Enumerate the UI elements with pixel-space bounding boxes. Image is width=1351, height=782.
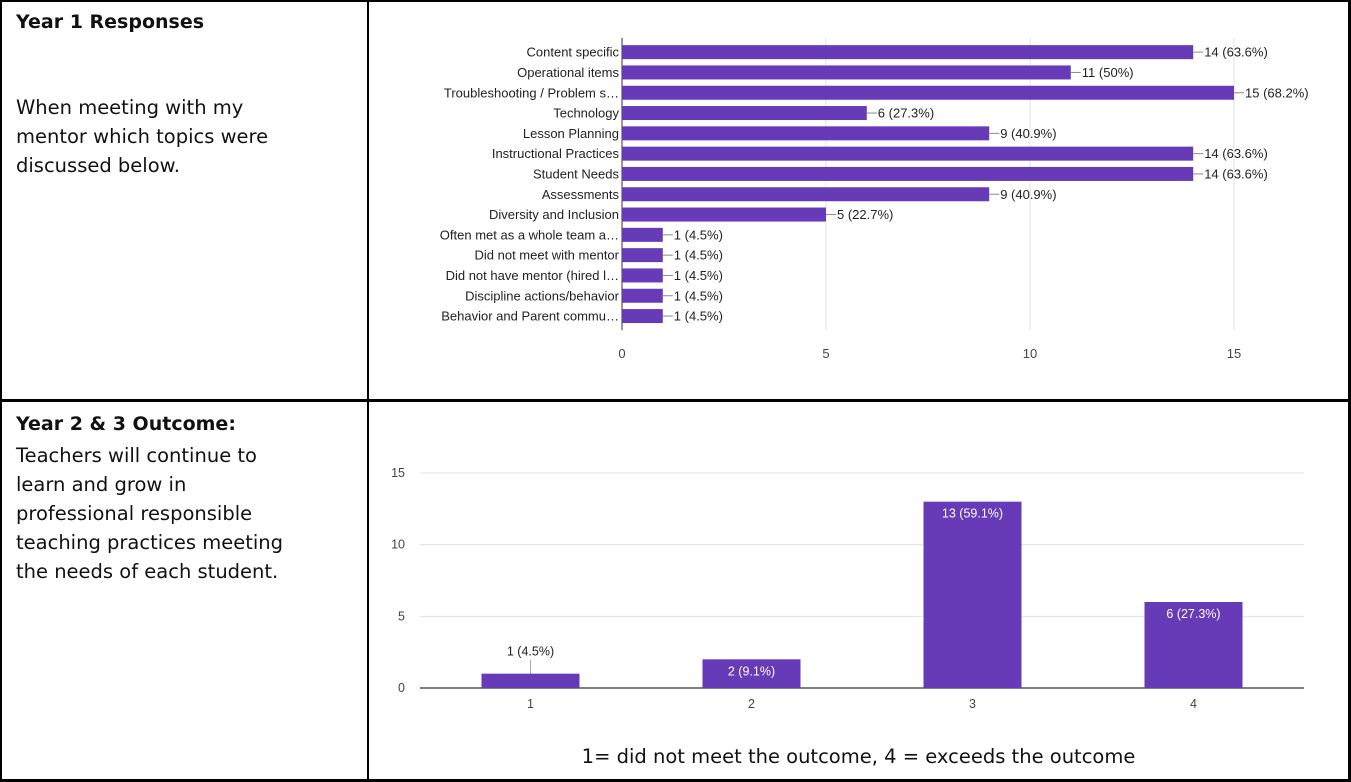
data-label: 1 (4.5%) [507,645,554,659]
category-label: Operational items [517,65,619,80]
data-label: 1 (4.5%) [674,248,723,263]
x-tick-label: 10 [1023,346,1037,361]
description-line: Teachers will continue to [16,444,257,467]
data-label: 1 (4.5%) [674,268,723,283]
data-label: 14 (63.6%) [1204,45,1268,60]
x-tick-label: 2 [748,697,755,711]
data-label: 9 (40.9%) [1000,126,1056,141]
data-label: 15 (68.2%) [1245,85,1309,100]
y-tick-label: 15 [391,466,405,480]
y-tick-label: 5 [398,609,405,623]
x-tick-label: 3 [969,697,976,711]
category-label: Lesson Planning [523,126,619,141]
bar [622,288,663,303]
topics-bar-chart: 0 5 10 15 Content specific 14 (63.6%) Operatio… [440,38,1309,361]
description-line: professional responsible [16,502,253,525]
category-label: Technology [553,106,619,121]
table-border-bottom [0,779,1351,782]
category-label: Did not meet with mentor [474,248,619,263]
bar [622,166,1194,181]
data-label: 2 (9.1%) [728,664,775,678]
row2-heading: Year 2 & 3 Outcome: [16,413,236,435]
bar [622,106,867,121]
bar [622,248,663,263]
category-label: Did not have mentor (hired l… [446,268,619,283]
category-label: Content specific [527,45,620,60]
bar [622,45,1194,60]
category-label: Instructional Practices [492,146,620,161]
description-line: the needs of each student. [16,560,279,583]
category-label: Often met as a whole team a… [440,227,619,242]
bar [622,126,990,141]
x-tick-label: 5 [822,346,829,361]
row2-description: Teachers will continue to learn and grow… [16,441,283,586]
table-border-left [0,0,2,782]
data-label: 1 (4.5%) [674,288,723,303]
data-label: 14 (63.6%) [1204,166,1268,181]
bar [622,146,1194,161]
bar [1144,602,1243,688]
table-border-right [1348,0,1351,782]
bar [622,207,826,222]
bar [923,501,1022,688]
outcome-bar-chart: 0 5 10 15 1 (4.5%) 1 2 (9.1%) 2 13 (59.1%) 3 6 (27… [391,466,1304,711]
category-label: Discipline actions/behavior [465,288,620,303]
description-line: discussed below. [16,154,181,177]
outcome-scale-caption: 1= did not meet the outcome, 4 = exceeds… [581,745,1136,768]
data-label: 1 (4.5%) [674,309,723,324]
data-label: 6 (27.3%) [1166,607,1220,621]
category-label: Student Needs [533,166,620,181]
y-tick-label: 0 [398,681,405,695]
table-column-divider [367,0,369,782]
row1-heading: Year 1 Responses [16,11,205,33]
data-label: 1 (4.5%) [674,227,723,242]
data-label: 14 (63.6%) [1204,146,1268,161]
bar [622,309,663,324]
table-border-top [0,0,1351,2]
bar [622,268,663,283]
bar [622,187,990,202]
x-tick-label: 0 [618,346,625,361]
x-tick-label: 4 [1190,697,1197,711]
category-label: Assessments [542,187,620,202]
description-line: learn and grow in [16,473,187,496]
data-label: 5 (22.7%) [837,207,893,222]
category-label: Troubleshooting / Problem s… [444,85,619,100]
x-tick-label: 1 [527,697,534,711]
bar [702,659,801,688]
data-label: 6 (27.3%) [878,106,934,121]
x-tick-label: 15 [1227,346,1241,361]
category-label: Behavior and Parent commu… [441,309,619,324]
data-label: 11 (50%) [1082,65,1134,80]
bar [622,85,1234,100]
bar [622,227,663,242]
data-label: 13 (59.1%) [942,507,1003,521]
description-line: teaching practices meeting [16,531,284,554]
table-row-divider [0,399,1351,402]
category-label: Diversity and Inclusion [489,207,619,222]
bar [622,65,1071,80]
data-label: 9 (40.9%) [1000,187,1056,202]
row1-description: When meeting with my mentor which topics… [16,93,268,180]
description-line: When meeting with my [16,96,244,119]
y-tick-label: 10 [391,538,405,552]
bar [481,673,580,688]
description-line: mentor which topics were [16,125,269,148]
